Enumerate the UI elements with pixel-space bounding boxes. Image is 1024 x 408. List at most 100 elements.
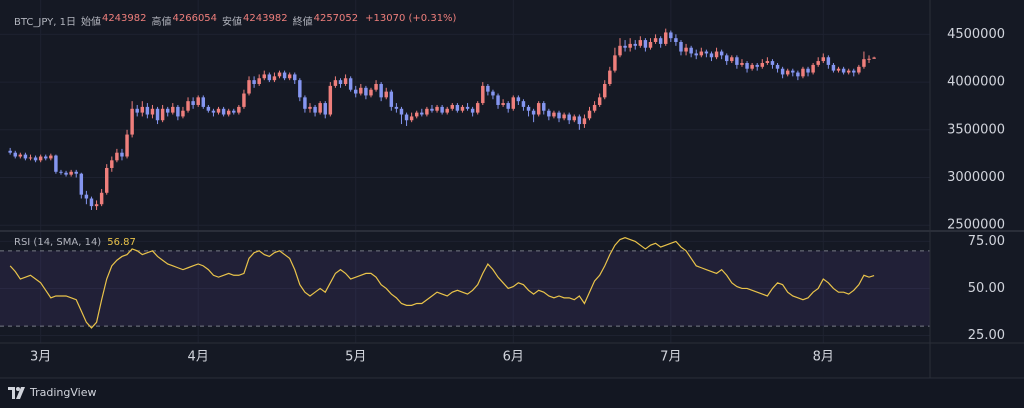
candle-body <box>684 47 688 52</box>
candle-body <box>333 80 338 86</box>
rsi-name: RSI (14, SMA, 14) <box>14 237 102 248</box>
candle-body <box>450 104 455 109</box>
candle-body <box>84 194 89 199</box>
candle-body <box>74 171 78 174</box>
candle-body <box>196 97 200 105</box>
candle-body <box>359 87 363 94</box>
brand[interactable]: TradingView <box>8 386 96 399</box>
candle-body <box>608 70 612 84</box>
candle-body <box>348 78 353 90</box>
low-label: 安値 <box>222 17 243 28</box>
candle-body <box>394 106 399 109</box>
candle-body <box>221 108 226 115</box>
candle-body <box>592 104 597 111</box>
high-label: 高値 <box>151 17 172 28</box>
candle-body <box>745 62 749 69</box>
y-tick-label: 3000000 <box>947 170 1005 185</box>
candle-body <box>740 62 744 65</box>
candle-body <box>49 155 53 159</box>
candle-body <box>191 101 195 105</box>
candle-body <box>99 192 104 205</box>
candle-body <box>354 89 358 94</box>
candle-body <box>211 110 216 113</box>
candle-body <box>44 156 48 159</box>
candle-body <box>94 204 99 207</box>
candle-body <box>455 104 460 111</box>
candle-body <box>267 74 272 81</box>
candle-body <box>64 172 68 175</box>
candle-body <box>806 68 810 73</box>
candle-body <box>399 108 404 115</box>
candle-body <box>293 74 297 81</box>
candle-body <box>816 61 820 65</box>
candle-body <box>699 51 704 56</box>
rsi-line <box>9 236 875 329</box>
candle-body <box>521 101 526 107</box>
candle-body <box>755 64 759 67</box>
rsi-value: 56.87 <box>107 237 136 248</box>
candle-body <box>801 68 805 77</box>
candle-body <box>796 72 800 77</box>
candle-body <box>206 106 211 111</box>
candle-body <box>653 38 658 42</box>
candle-body <box>775 64 780 69</box>
candle-body <box>852 70 856 73</box>
y-tick-label: 4000000 <box>947 75 1005 90</box>
candle-body <box>262 74 266 79</box>
candle-body <box>140 106 145 113</box>
candle-body <box>496 95 500 105</box>
candle-body <box>384 91 388 98</box>
y-tick-label: 4500000 <box>947 27 1005 42</box>
candle-body <box>59 171 63 173</box>
candle-body <box>704 51 709 54</box>
candle-body <box>414 112 419 117</box>
candle-body <box>597 97 602 105</box>
candle-body <box>846 70 851 73</box>
candle-body <box>28 157 33 159</box>
candle-body <box>328 85 333 115</box>
candle-body <box>420 112 424 115</box>
candle-body <box>481 85 485 104</box>
high-value: 4266054 <box>172 13 218 24</box>
candle-body <box>38 156 43 161</box>
candle-body <box>760 62 765 67</box>
candle-body <box>689 47 693 54</box>
candle-body <box>323 103 327 115</box>
candle-body <box>54 155 58 172</box>
candle-body <box>110 160 114 168</box>
low-value: 4243982 <box>243 13 288 24</box>
candle-body <box>836 68 841 71</box>
candle-body <box>318 103 322 113</box>
candle-body <box>176 106 180 117</box>
candle-body <box>872 57 876 59</box>
candle-body <box>547 110 551 117</box>
candle-body <box>272 76 277 81</box>
candle-body <box>115 152 119 161</box>
y-tick-label: 2500000 <box>947 218 1005 233</box>
candle-body <box>750 64 754 69</box>
candle-body <box>633 43 637 46</box>
x-tick-label: 4月 <box>188 350 209 365</box>
candle-body <box>785 70 790 75</box>
candle-body <box>430 108 434 111</box>
candle-body <box>572 116 576 121</box>
candle-body <box>445 108 449 113</box>
candle-body <box>247 80 251 94</box>
candle-body <box>735 57 739 65</box>
candle-body <box>475 103 480 113</box>
candle-body <box>623 45 627 48</box>
x-tick-label: 6月 <box>503 350 524 365</box>
candle-body <box>389 91 394 107</box>
candle-body <box>857 66 861 73</box>
candle-body <box>125 134 129 157</box>
rsi-header: RSI (14, SMA, 14) 56.87 <box>14 237 136 248</box>
candle-body <box>567 114 571 121</box>
candle-body <box>821 57 826 62</box>
candle-body <box>186 101 190 111</box>
candle-body <box>613 55 617 71</box>
candle-body <box>648 41 653 48</box>
x-tick-label: 5月 <box>345 350 366 365</box>
candle-body <box>780 68 785 75</box>
